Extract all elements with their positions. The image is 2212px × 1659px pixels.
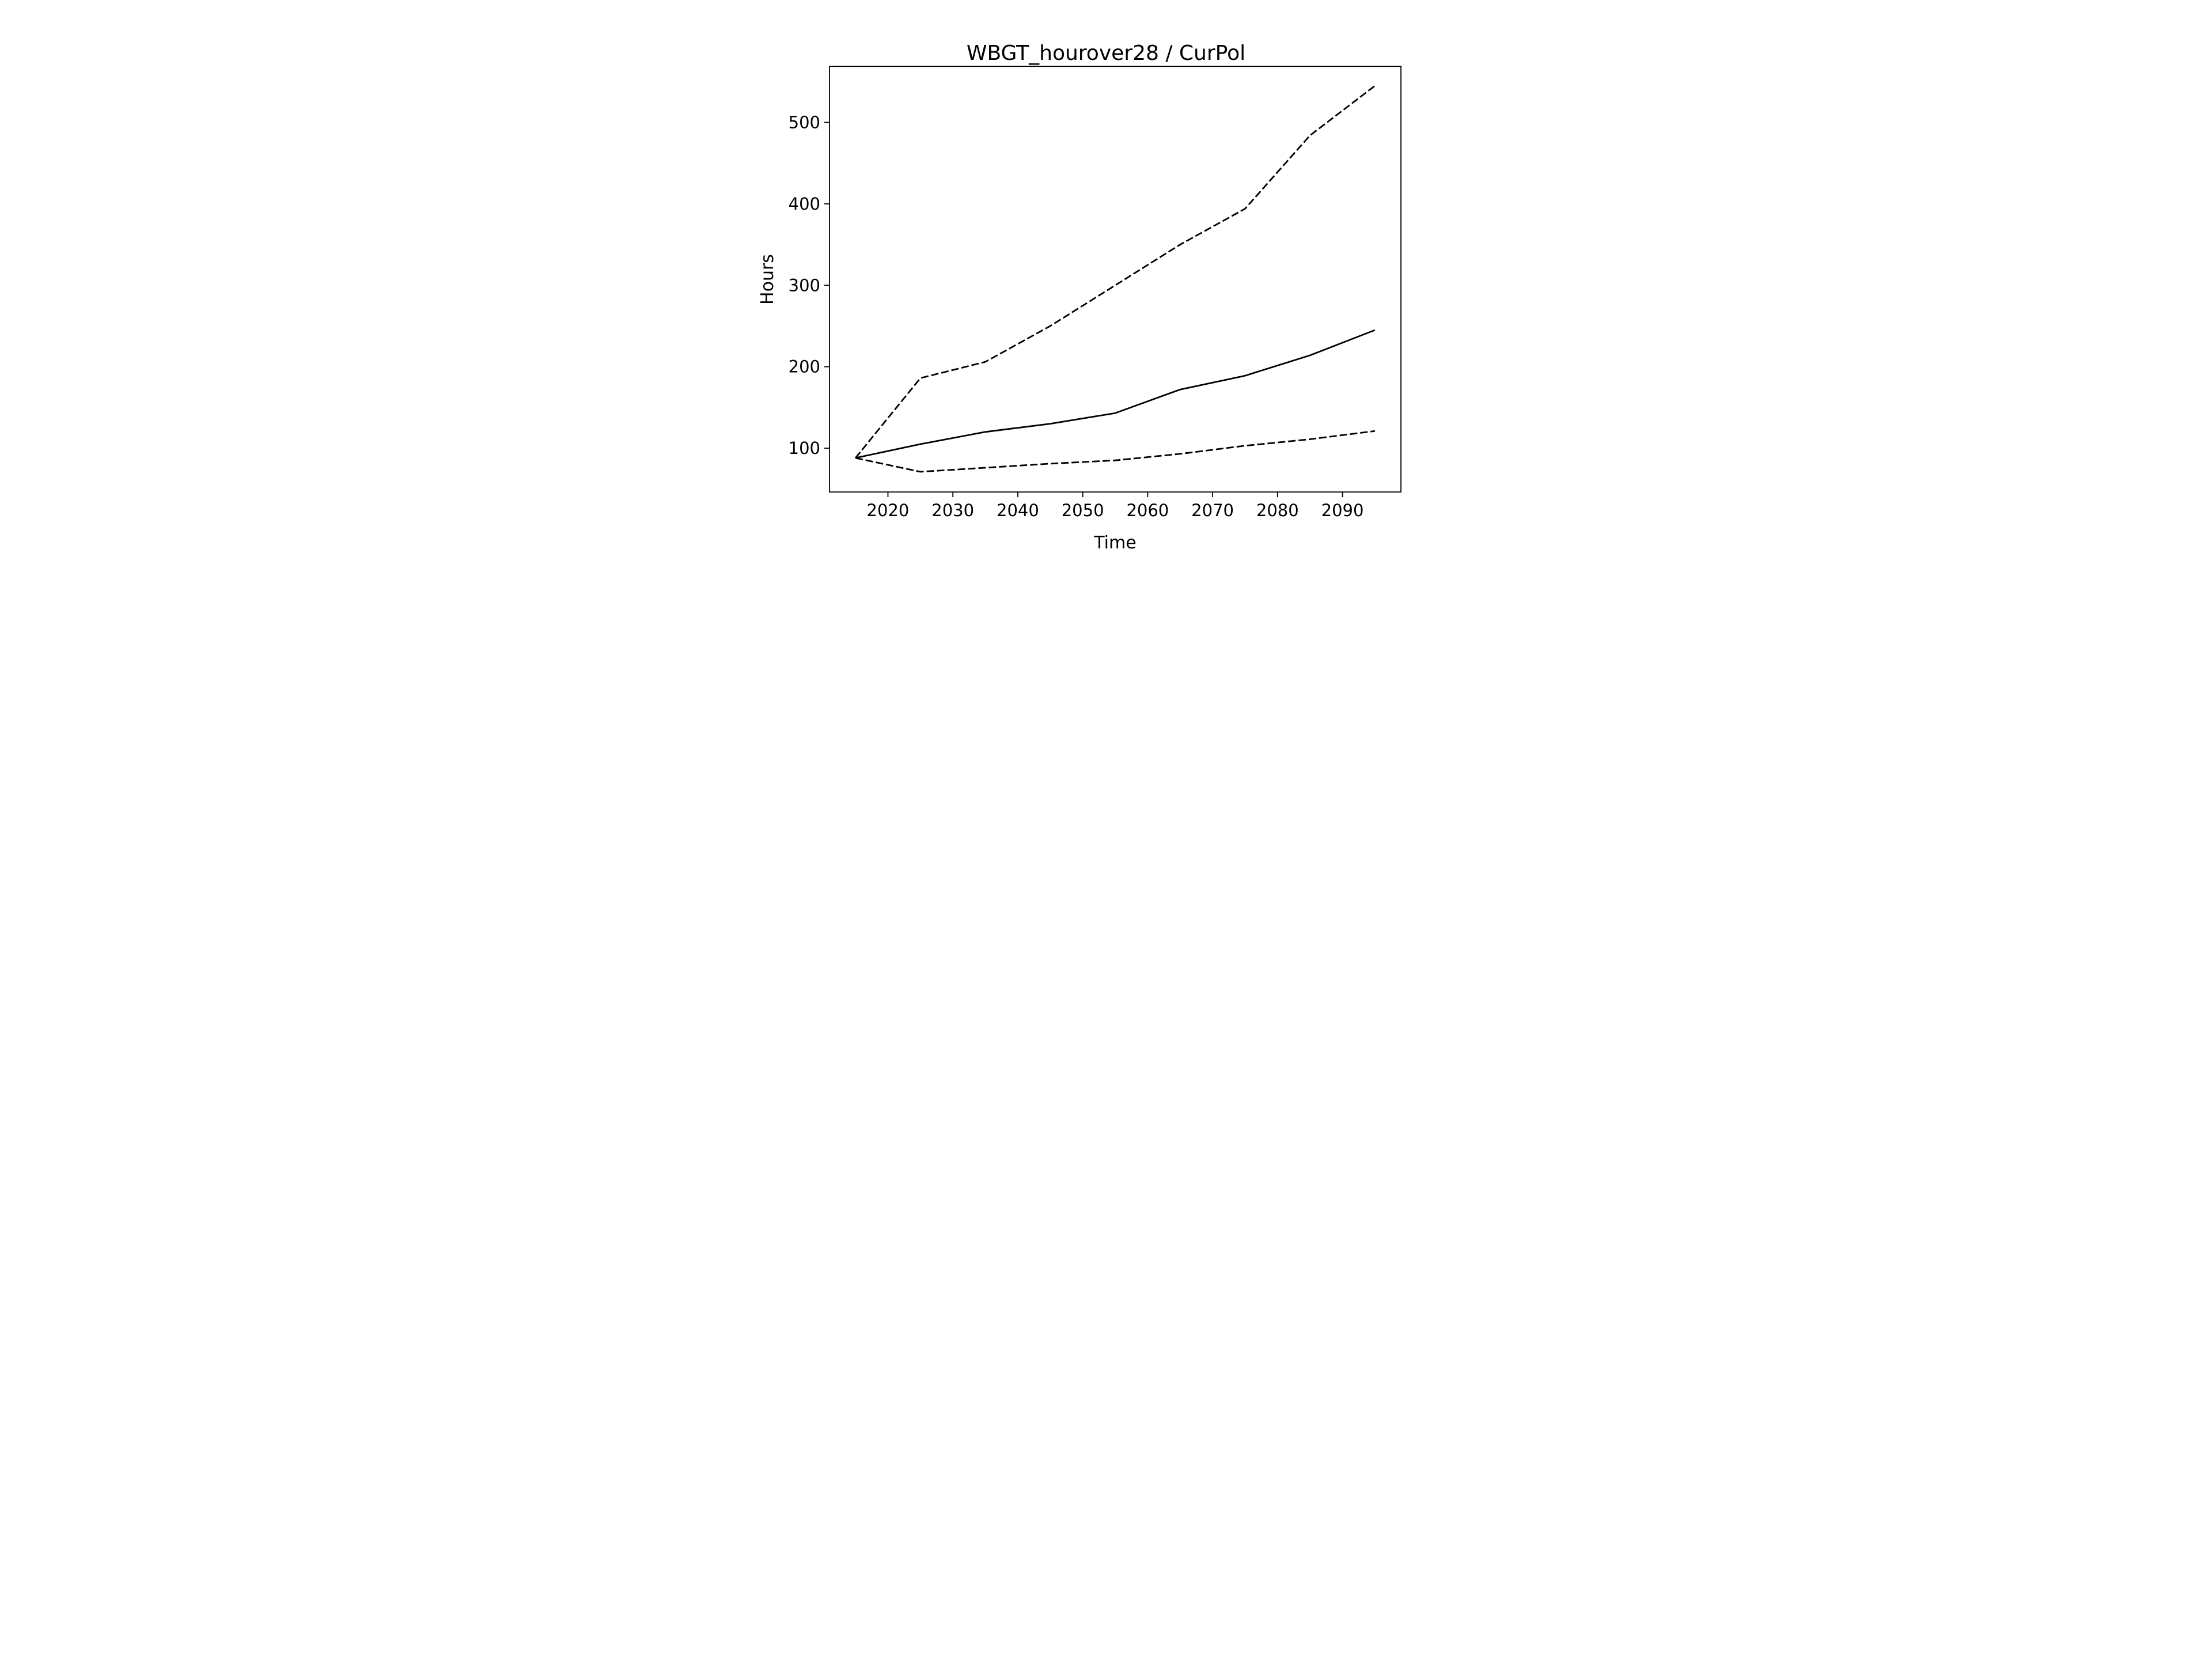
figure: WBGT_hourover28 / CurPol 2020 2030 2040 205… <box>737 0 1475 553</box>
y-tick-label: 200 <box>789 357 820 377</box>
series-line-central <box>855 329 1376 459</box>
y-tick-label: 500 <box>789 112 820 132</box>
y-tick-label: 400 <box>789 194 820 214</box>
x-tick-label: 2020 <box>867 501 910 520</box>
x-axis-label: Time <box>1093 533 1136 553</box>
x-tick-label: 2050 <box>1062 501 1104 520</box>
plot-border <box>829 66 1402 493</box>
axes: 2020 2030 2040 2050 2060 2070 2080 2090 100 200 30… <box>789 66 1402 520</box>
x-tick-label: 2070 <box>1191 501 1234 520</box>
series-line-lower-bound <box>855 430 1376 473</box>
x-tick-label: 2080 <box>1256 501 1299 520</box>
y-axis-label: Hours <box>757 254 778 305</box>
x-tick-label: 2060 <box>1126 501 1169 520</box>
x-tick-label: 2030 <box>931 501 974 520</box>
y-tick-label: 300 <box>789 275 820 295</box>
plot-figure: WBGT_hourover28 / CurPol 2020 2030 2040 205… <box>757 41 1402 553</box>
y-tick-label: 100 <box>789 438 820 458</box>
series-line-upper-bound <box>855 85 1376 459</box>
series-lines <box>855 85 1376 473</box>
x-tick-label: 2040 <box>997 501 1039 520</box>
x-tick-label: 2090 <box>1321 501 1364 520</box>
chart-title: WBGT_hourover28 / CurPol <box>967 41 1245 65</box>
